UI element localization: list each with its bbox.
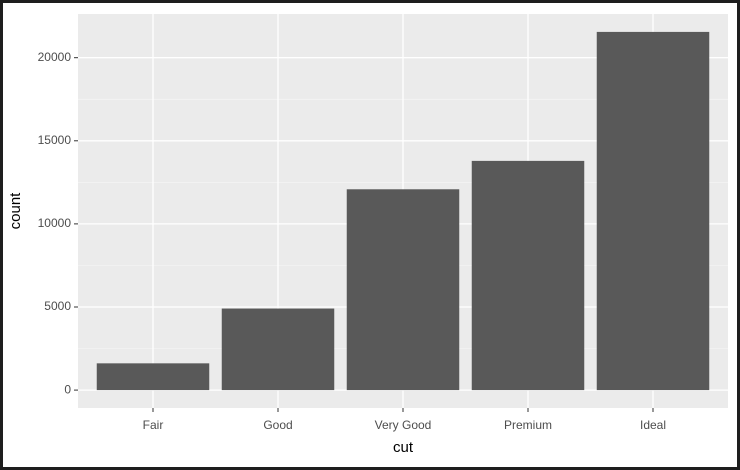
x-tick-label: Very Good (375, 418, 432, 432)
y-tick-label: 20000 (38, 50, 72, 64)
bar (221, 308, 335, 391)
x-tick-label: Ideal (640, 418, 666, 432)
x-axis-title: cut (393, 439, 414, 456)
y-tick-label: 10000 (38, 216, 72, 230)
x-tick-label: Good (263, 418, 292, 432)
y-axis-title: count (7, 192, 24, 230)
bar (471, 160, 585, 391)
y-tick-label: 15000 (38, 133, 72, 147)
x-tick-label: Premium (504, 418, 552, 432)
y-tick-label: 5000 (44, 299, 71, 313)
bar (596, 31, 710, 391)
bar (96, 363, 210, 391)
y-tick-label: 0 (64, 382, 71, 396)
bar (346, 189, 460, 391)
x-tick-label: Fair (143, 418, 164, 432)
